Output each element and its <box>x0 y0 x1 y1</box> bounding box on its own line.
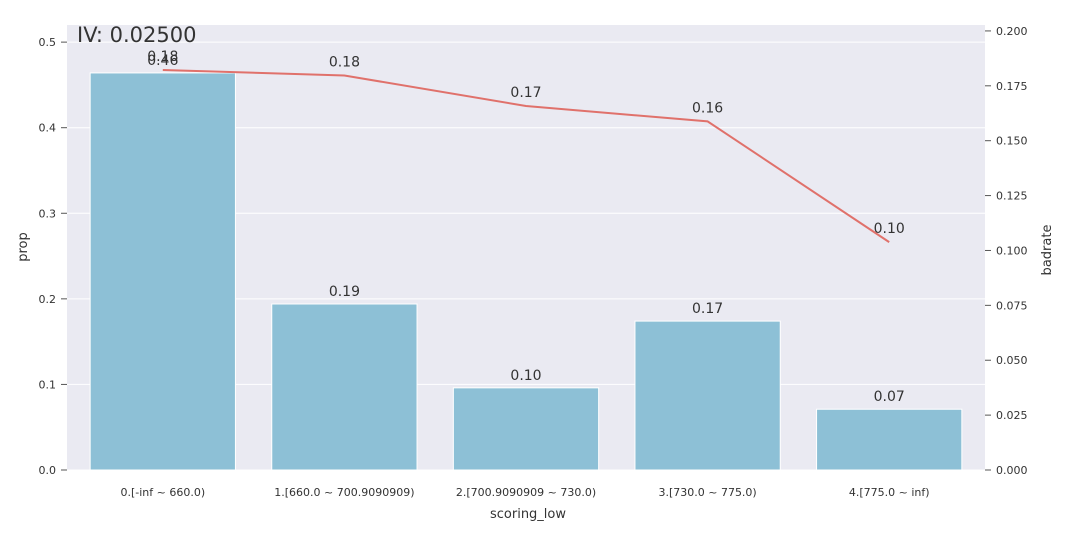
right-tick-label: 0.075 <box>996 299 1028 312</box>
left-axis: 0.0 0.1 0.2 0.3 0.4 0.5 <box>39 36 67 477</box>
left-tick-label: 0.2 <box>39 293 57 306</box>
left-tick-label: 0.5 <box>39 36 57 49</box>
right-tick-label: 0.150 <box>996 135 1028 148</box>
badrate-line <box>162 69 890 243</box>
left-tick-label: 0.3 <box>39 207 57 220</box>
y2-axis-label: badrate <box>1040 225 1055 276</box>
bar <box>452 387 600 471</box>
line-value-label: 0.17 <box>510 85 541 101</box>
right-tick-label: 0.025 <box>996 409 1028 422</box>
x-tick-label: 1.[660.0 ~ 700.9090909) <box>274 486 414 499</box>
bars <box>89 72 963 471</box>
x-tick-label: 4.[775.0 ~ inf) <box>849 486 930 499</box>
chart-title: IV: 0.02500 <box>77 23 196 47</box>
bar <box>816 408 963 471</box>
x-tick-label: 2.[700.9090909 ~ 730.0) <box>456 486 596 499</box>
line-value-label: 0.16 <box>692 100 723 116</box>
bar <box>634 320 781 471</box>
bar <box>89 72 236 471</box>
line-value-label: 0.18 <box>147 49 178 65</box>
right-tick-label: 0.100 <box>996 244 1028 257</box>
left-tick-label: 0.1 <box>39 378 57 391</box>
left-tick-label: 0.0 <box>39 464 57 477</box>
x-tick-label: 3.[730.0 ~ 775.0) <box>658 486 756 499</box>
x-axis: 0.[-inf ~ 660.0) 1.[660.0 ~ 700.9090909) 2… <box>120 486 929 499</box>
line-value-label: 0.10 <box>874 221 905 237</box>
line-value-label: 0.18 <box>329 54 360 70</box>
right-tick-label: 0.000 <box>996 464 1028 477</box>
bar-value-label: 0.07 <box>874 389 905 405</box>
right-tick-label: 0.125 <box>996 190 1028 203</box>
bar-value-label: 0.17 <box>692 301 723 317</box>
badrate-line-group <box>162 69 890 243</box>
bar-value-label: 0.46 <box>147 53 178 69</box>
right-tick-label: 0.200 <box>996 25 1028 38</box>
left-tick-label: 0.4 <box>39 122 57 135</box>
right-tick-label: 0.050 <box>996 354 1028 367</box>
bar <box>271 303 418 471</box>
right-axis: 0.000 0.025 0.050 0.075 0.100 0.125 0.150 0.175… <box>985 25 1028 477</box>
bar-value-label: 0.19 <box>329 284 360 300</box>
bar-value-label: 0.10 <box>510 368 541 384</box>
data-labels: 0.46 0.19 0.10 0.17 0.07 0.18 0.18 0.17 0.16 0.10 <box>147 49 905 405</box>
x-axis-label: scoring_low <box>490 507 566 522</box>
y-axis-label: prop <box>16 232 31 262</box>
x-tick-label: 0.[-inf ~ 660.0) <box>120 486 205 499</box>
right-tick-label: 0.175 <box>996 80 1028 93</box>
